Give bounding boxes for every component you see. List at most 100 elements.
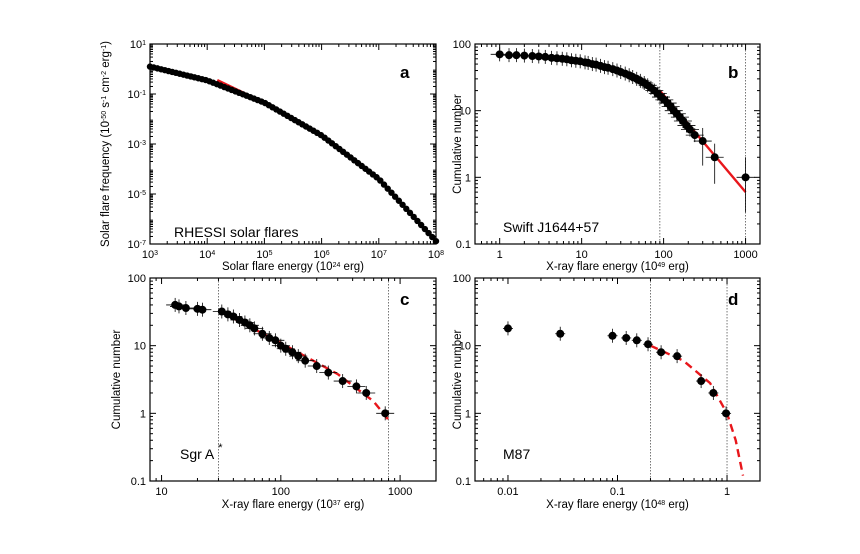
x-tick-label: 100 [654, 249, 672, 261]
data-point [391, 193, 399, 200]
data-point [722, 409, 731, 418]
x-axis-label: X-ray flare energy (1037 erg) [222, 499, 365, 511]
data-point [425, 229, 432, 237]
y-tick-label: 10-7 [128, 239, 147, 251]
y-tick-label: 101 [130, 39, 146, 51]
data-point [657, 348, 666, 357]
data-point [528, 52, 537, 61]
data-point [403, 205, 410, 213]
y-tick-label: 1 [465, 172, 471, 184]
data-point [399, 201, 406, 208]
x-tick-label: 1000 [388, 486, 412, 498]
x-axis-label: Solar flare energy (1024 erg) [222, 261, 364, 273]
data-point [698, 137, 707, 146]
data-point [377, 177, 384, 184]
x-tick-label: 10 [576, 249, 588, 261]
panel-letter: c [400, 290, 409, 309]
data-point [294, 352, 303, 361]
data-point [384, 185, 391, 192]
data-point [352, 382, 361, 391]
plot-frame [149, 43, 437, 245]
data-point [673, 352, 682, 361]
x-tick-label: 1 [497, 249, 503, 261]
y-tick-label: 100 [453, 39, 471, 51]
data-point [362, 388, 371, 397]
data-point [644, 340, 653, 349]
data-point [198, 305, 207, 314]
data-point [690, 131, 699, 140]
data-point [381, 409, 390, 418]
data-point [710, 153, 719, 162]
x-tick-label: 105 [256, 249, 272, 261]
data-point [421, 225, 429, 233]
plot-frame [474, 277, 761, 482]
y-tick-label: 100 [453, 273, 471, 285]
data-point [288, 348, 297, 357]
data-point [520, 51, 529, 60]
x-tick-label: 106 [314, 249, 330, 261]
panel-d: 0.01 0.1 1 0.1 1 10 100 X-ray flare energy (104… [452, 273, 761, 511]
y-axis-label: Cumulative number [452, 94, 464, 194]
y-tick-label: 10-5 [128, 189, 147, 201]
y-tick-label: 1 [140, 408, 146, 420]
x-tick-label: 103 [142, 249, 158, 261]
x-tick-label: 10 [155, 486, 167, 498]
data-point [380, 181, 388, 188]
data-point [709, 388, 718, 397]
y-tick-label: 0.1 [131, 476, 146, 488]
data-point [503, 324, 512, 333]
x-axis-label: X-ray flare energy (1048 erg) [546, 499, 689, 511]
fit-curve [217, 309, 390, 421]
y-tick-label: 10 [459, 341, 471, 353]
x-tick-label: 100 [272, 486, 290, 498]
y-tick-label: 10-3 [128, 139, 147, 151]
panel-name: Swift J1644+57 [503, 219, 599, 235]
data-point [250, 324, 259, 333]
data-point [324, 368, 333, 377]
y-axis-label: Solar flare frequency (10-50 s-1 cm-2 er… [100, 41, 112, 247]
panel-letter: a [400, 63, 410, 82]
data-point [338, 377, 347, 386]
fit-curve [216, 79, 437, 243]
data-point [410, 213, 417, 221]
x-tick-label: 0.1 [610, 486, 625, 498]
data-point [686, 125, 695, 134]
data-point [556, 329, 565, 338]
panel-letter: b [728, 63, 738, 82]
x-tick-label: 1000 [733, 249, 757, 261]
plot-frame [149, 277, 437, 482]
data-point [495, 50, 504, 59]
x-tick-label: 0.01 [497, 486, 518, 498]
x-tick-label: 1 [724, 486, 730, 498]
panel-a: 103 104 105 106 107 108 10-7 10-5 10-3 10-1 101 Sol… [100, 39, 444, 273]
y-tick-label: 10 [134, 341, 146, 353]
data-point [622, 333, 631, 342]
y-tick-label: 0.1 [456, 239, 471, 251]
y-axis-label: Cumulative number [111, 329, 123, 429]
data-point [608, 331, 617, 340]
data-point [417, 221, 425, 229]
x-tick-label: 107 [371, 249, 387, 261]
y-tick-label: 0.1 [456, 476, 471, 488]
data-point [229, 312, 238, 321]
plot-frame [474, 43, 761, 245]
data-point [395, 197, 403, 204]
data-point [174, 302, 183, 311]
x-tick-label: 104 [199, 249, 215, 261]
y-tick-label: 1 [465, 408, 471, 420]
panel-name: RHESSI solar flares [174, 224, 298, 240]
data-point [388, 189, 395, 196]
data-point [217, 307, 226, 316]
data-point [271, 336, 280, 345]
data-point [414, 217, 421, 225]
data-point [301, 356, 310, 365]
data-point [632, 336, 641, 345]
panel-name: M87 [503, 446, 530, 462]
x-tick-label: 108 [428, 249, 444, 261]
panel-letter: d [728, 290, 738, 309]
x-axis-label: X-ray flare energy (1049 erg) [546, 261, 689, 273]
